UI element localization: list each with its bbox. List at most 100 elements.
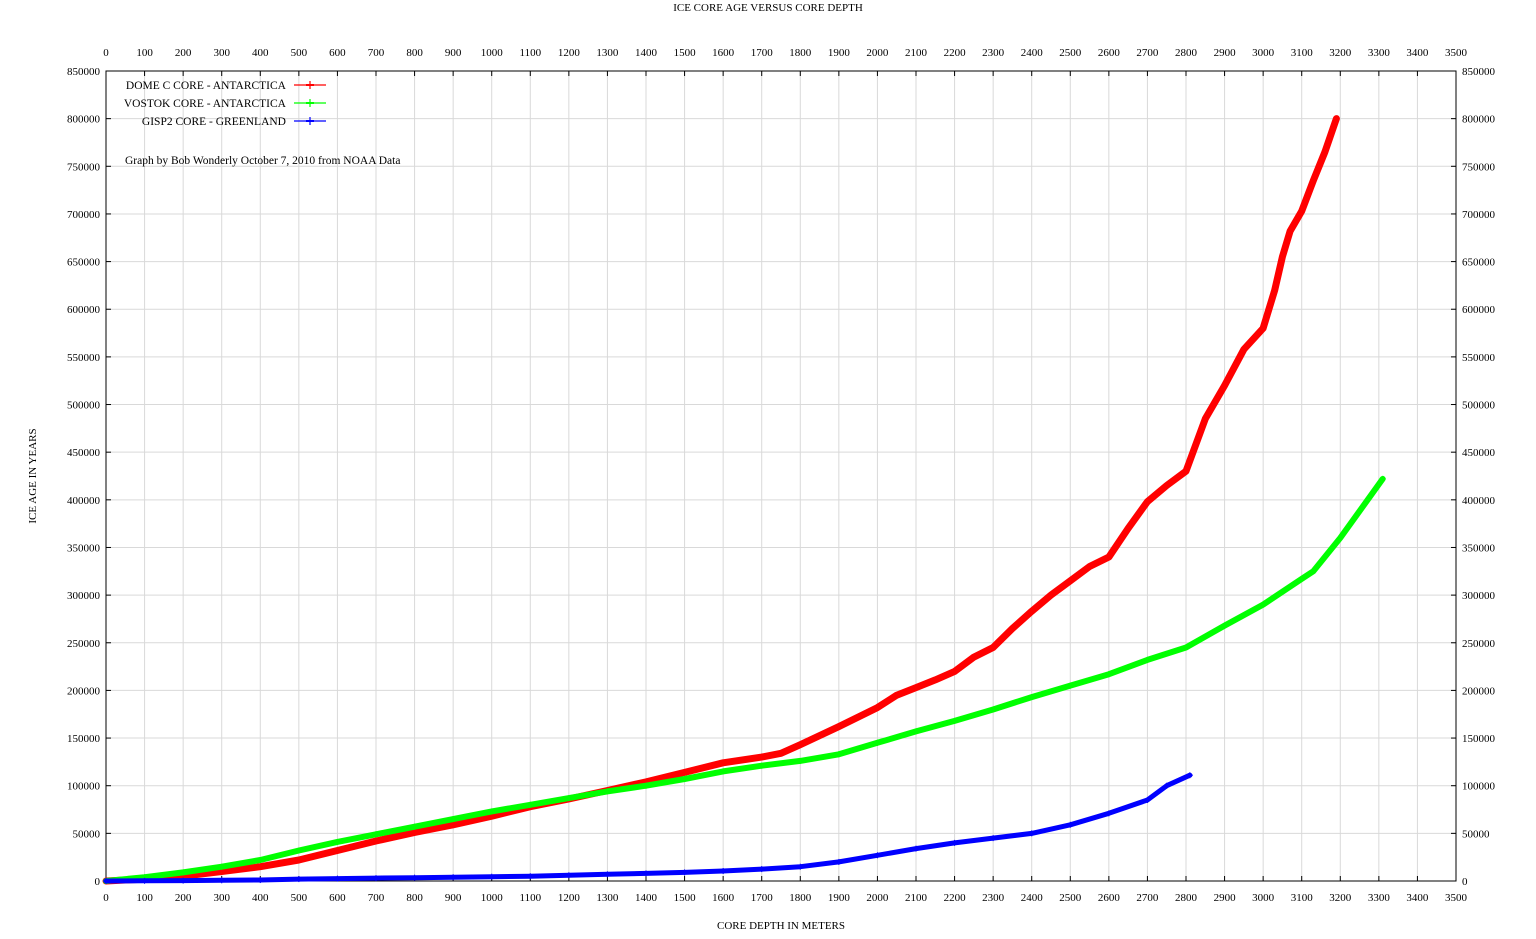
data-point-dome — [1310, 177, 1317, 184]
x-tick-label: 1700 — [751, 892, 774, 904]
data-point-dome — [1086, 563, 1093, 570]
x-tick-label: 800 — [406, 892, 423, 904]
legend-label-dome-c: DOME C CORE - ANTARCTICA — [126, 80, 287, 92]
x-tick-label-top: 800 — [406, 47, 423, 59]
data-point-dome — [1240, 346, 1247, 353]
data-point-gisp2 — [295, 876, 302, 883]
x-tick-label: 300 — [213, 892, 230, 904]
data-point-gisp2 — [797, 863, 804, 870]
data-point-gisp2 — [565, 872, 572, 879]
data-point-vostok — [1105, 671, 1112, 678]
y-tick-label: 300000 — [67, 590, 101, 602]
y-tick-label-right: 100000 — [1462, 781, 1496, 793]
x-tick-label-top: 400 — [252, 47, 269, 59]
data-point-gisp2 — [1144, 797, 1151, 803]
data-point-vostok — [180, 869, 187, 876]
x-tick-label-top: 1600 — [712, 47, 735, 59]
x-tick-label-top: 2300 — [982, 47, 1005, 59]
data-point-dome — [1144, 498, 1151, 505]
x-tick-label-top: 1800 — [789, 47, 812, 59]
data-point-dome — [893, 692, 900, 699]
data-point-vostok — [1221, 622, 1228, 629]
data-point-dome — [1333, 115, 1340, 122]
x-tick-label-top: 2800 — [1175, 47, 1198, 59]
data-point-vostok — [1183, 644, 1189, 651]
data-point-vostok — [643, 782, 649, 789]
data-point-dome — [1009, 625, 1016, 632]
y-tick-label: 500000 — [67, 400, 101, 412]
x-tick-label: 1200 — [558, 892, 581, 904]
data-point-gisp2 — [103, 878, 109, 884]
data-point-vostok — [913, 728, 919, 735]
data-point-gisp2 — [1067, 821, 1074, 828]
x-tick-label: 3500 — [1445, 892, 1468, 904]
data-point-vostok — [835, 751, 842, 758]
data-point-vostok — [411, 823, 418, 830]
x-tick-label: 2000 — [866, 892, 889, 904]
data-point-gisp2 — [1105, 810, 1112, 817]
y-tick-label: 400000 — [67, 495, 101, 507]
legend: DOME C CORE - ANTARCTICA VOSTOK CORE - A… — [124, 80, 326, 128]
data-point-dome — [1321, 149, 1328, 155]
data-point-vostok — [257, 857, 264, 864]
legend-label-gisp2: GISP2 CORE - GREENLAND — [142, 116, 286, 128]
data-point-vostok — [951, 717, 958, 724]
y-tick-label: 50000 — [73, 828, 101, 840]
data-point-dome — [1125, 525, 1132, 532]
x-tick-label: 1500 — [674, 892, 697, 904]
data-point-dome — [450, 821, 457, 828]
x-tick-label-top: 1300 — [596, 47, 619, 59]
data-point-dome — [257, 863, 264, 870]
x-tick-label-top: 1400 — [635, 47, 658, 59]
data-point-gisp2 — [411, 874, 418, 881]
data-point-gisp2 — [951, 839, 958, 846]
data-point-gisp2 — [874, 852, 881, 859]
y-tick-label-right: 300000 — [1462, 590, 1496, 602]
data-point-dome — [1028, 608, 1035, 615]
data-series — [102, 115, 1386, 885]
data-point-vostok — [797, 757, 804, 764]
data-point-gisp2 — [218, 877, 225, 884]
x-axis-title: CORE DEPTH IN METERS — [717, 920, 845, 932]
data-point-vostok — [488, 808, 495, 815]
grid-lines — [105, 70, 1457, 882]
legend-swatch-gisp2 — [294, 117, 326, 125]
x-tick-label: 2500 — [1059, 892, 1082, 904]
y-tick-label: 100000 — [67, 781, 101, 793]
y-tick-label: 850000 — [67, 66, 101, 78]
data-point-gisp2 — [913, 845, 919, 852]
data-point-dome — [1271, 287, 1278, 294]
y-tick-label: 800000 — [67, 114, 101, 126]
data-point-vostok — [373, 831, 379, 838]
x-tick-label: 1900 — [828, 892, 851, 904]
legend-swatch-dome-c — [294, 81, 326, 89]
data-point-gisp2 — [681, 869, 688, 876]
x-tick-label: 100 — [136, 892, 153, 904]
x-tick-label-top: 1900 — [828, 47, 851, 59]
y-tick-label: 550000 — [67, 352, 101, 364]
x-tick-label: 700 — [368, 892, 385, 904]
data-point-gisp2 — [1028, 830, 1035, 837]
x-tick-label-top: 2400 — [1021, 47, 1044, 59]
x-tick-label-top: 2500 — [1059, 47, 1082, 59]
x-tick-label-top: 100 — [136, 47, 153, 59]
data-point-dome — [835, 723, 842, 730]
x-tick-label: 400 — [252, 892, 269, 904]
x-tick-label-top: 1700 — [751, 47, 774, 59]
data-point-dome — [1287, 228, 1294, 235]
x-tick-label-top: 3100 — [1291, 47, 1314, 59]
y-tick-label-right: 50000 — [1462, 828, 1490, 840]
data-point-vostok — [450, 816, 457, 823]
data-point-dome — [1279, 253, 1286, 260]
data-point-dome — [1067, 577, 1074, 584]
data-point-vostok — [990, 706, 997, 713]
data-point-dome — [970, 654, 977, 661]
data-point-dome — [797, 741, 804, 748]
y-tick-label-right: 850000 — [1462, 66, 1496, 78]
data-point-gisp2 — [141, 877, 148, 884]
x-tick-label-top: 2000 — [866, 47, 889, 59]
x-tick-label-top: 2200 — [944, 47, 967, 59]
data-point-dome — [1048, 592, 1054, 599]
data-point-dome — [334, 847, 341, 854]
